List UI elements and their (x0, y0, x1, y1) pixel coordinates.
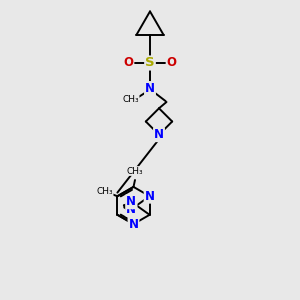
Text: N: N (128, 218, 139, 231)
Text: N: N (145, 190, 154, 203)
Text: S: S (145, 56, 155, 70)
Text: O: O (167, 56, 177, 70)
Text: N: N (126, 195, 136, 208)
Text: N: N (126, 203, 136, 216)
Text: O: O (123, 56, 134, 70)
Text: N: N (145, 82, 155, 95)
Text: CH₃: CH₃ (122, 95, 139, 104)
Text: N: N (154, 128, 164, 141)
Text: CH₃: CH₃ (97, 187, 113, 196)
Text: CH₃: CH₃ (127, 167, 143, 176)
